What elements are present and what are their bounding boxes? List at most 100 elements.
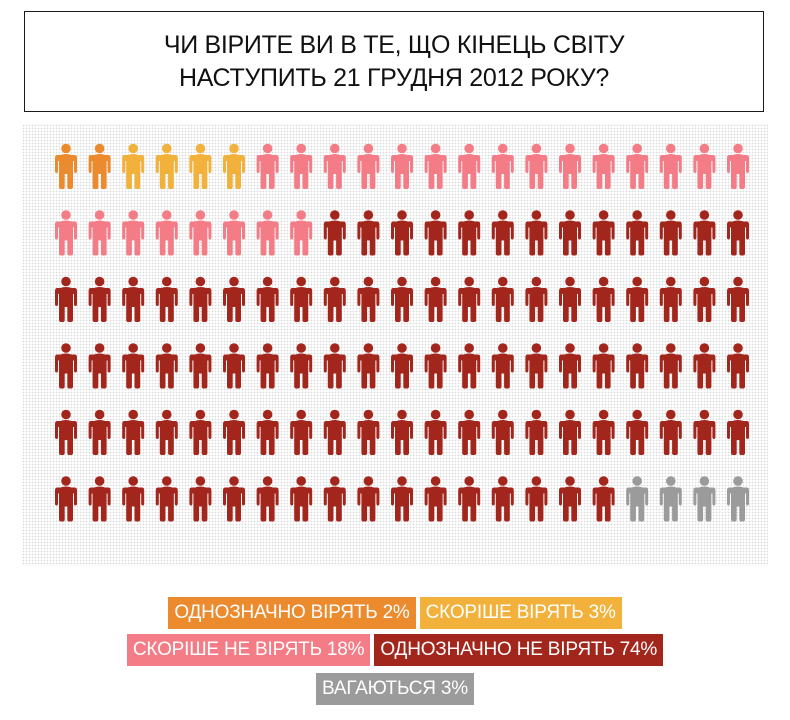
person-icon (693, 343, 716, 389)
person-icon (357, 343, 380, 389)
person-icon (223, 409, 245, 455)
person-icon (290, 143, 313, 189)
person-icon (88, 476, 111, 522)
person-icon (458, 276, 481, 322)
person-icon (323, 276, 346, 322)
person-icon (55, 210, 77, 256)
person-icon (256, 210, 279, 256)
person-icon (491, 409, 514, 455)
person-icon (424, 409, 447, 455)
person-icon (88, 210, 111, 256)
person-icon (525, 276, 548, 322)
person-icon (189, 343, 212, 389)
person-icon (659, 409, 682, 455)
person-icon (122, 143, 145, 189)
person-icon (155, 276, 178, 322)
person-icon (491, 343, 514, 389)
person-icon (256, 476, 279, 522)
person-icon (223, 210, 245, 256)
person-icon (155, 143, 178, 189)
person-icon (626, 276, 649, 322)
person-icon (323, 476, 346, 522)
legend-row-1: ОДНОЗНАЧНО ВІРЯТЬ 2% СКОРІШЕ ВІРЯТЬ 3% (0, 597, 790, 629)
person-icon (391, 210, 413, 256)
person-icon (424, 343, 447, 389)
pictogram-chart (55, 143, 749, 522)
person-icon (693, 276, 716, 322)
person-icon (122, 409, 145, 455)
person-icon (626, 476, 649, 522)
person-icon (559, 210, 581, 256)
person-icon (391, 476, 413, 522)
person-icon (323, 210, 346, 256)
person-icon (391, 143, 413, 189)
person-icon (626, 143, 649, 189)
person-icon (559, 143, 581, 189)
person-icon (391, 343, 413, 389)
person-icon (727, 409, 749, 455)
person-icon (290, 343, 313, 389)
legend-hesitant: ВАГАЮТЬСЯ 3% (316, 673, 474, 705)
person-icon (122, 276, 145, 322)
person-icon (55, 409, 77, 455)
person-icon (290, 409, 313, 455)
person-icon (592, 276, 615, 322)
pictogram-panel (22, 124, 768, 566)
person-icon (223, 143, 245, 189)
person-icon (693, 143, 716, 189)
person-icon (525, 409, 548, 455)
person-icon (189, 276, 212, 322)
person-icon (727, 476, 749, 522)
person-icon (357, 276, 380, 322)
person-icon (88, 143, 111, 189)
person-icon (88, 343, 111, 389)
person-icon (55, 476, 77, 522)
person-icon (559, 476, 581, 522)
person-icon (323, 409, 346, 455)
person-icon (290, 476, 313, 522)
person-icon (256, 343, 279, 389)
person-icon (659, 343, 682, 389)
person-icon (424, 143, 447, 189)
person-icon (189, 476, 212, 522)
person-icon (122, 476, 145, 522)
person-icon (189, 409, 212, 455)
person-icon (88, 276, 111, 322)
person-icon (491, 476, 514, 522)
person-icon (693, 476, 716, 522)
person-icon (290, 210, 313, 256)
person-icon (256, 409, 279, 455)
person-icon (659, 143, 682, 189)
person-icon (391, 409, 413, 455)
person-icon (693, 210, 716, 256)
person-icon (525, 343, 548, 389)
person-icon (223, 476, 245, 522)
person-icon (659, 476, 682, 522)
person-icon (290, 276, 313, 322)
legend-definitely-not-believe: ОДНОЗНАЧНО НЕ ВІРЯТЬ 74% (374, 634, 664, 666)
person-icon (458, 343, 481, 389)
person-icon (592, 343, 615, 389)
person-icon (88, 409, 111, 455)
person-icon (592, 143, 615, 189)
person-icon (424, 276, 447, 322)
person-icon (693, 409, 716, 455)
person-icon (727, 143, 749, 189)
person-icon (55, 343, 77, 389)
person-icon (525, 476, 548, 522)
person-icon (626, 343, 649, 389)
legend-row-3: ВАГАЮТЬСЯ 3% (0, 673, 790, 705)
person-icon (592, 210, 615, 256)
person-icon (626, 210, 649, 256)
person-icon (424, 476, 447, 522)
person-icon (491, 210, 514, 256)
person-icon (189, 143, 212, 189)
person-icon (525, 143, 548, 189)
person-icon (223, 276, 245, 322)
person-icon (391, 276, 413, 322)
person-icon (357, 143, 380, 189)
person-icon (55, 143, 77, 189)
person-icon (55, 276, 77, 322)
person-icon (458, 143, 481, 189)
legend-rather-not-believe: СКОРІШЕ НЕ ВІРЯТЬ 18% (126, 634, 371, 666)
